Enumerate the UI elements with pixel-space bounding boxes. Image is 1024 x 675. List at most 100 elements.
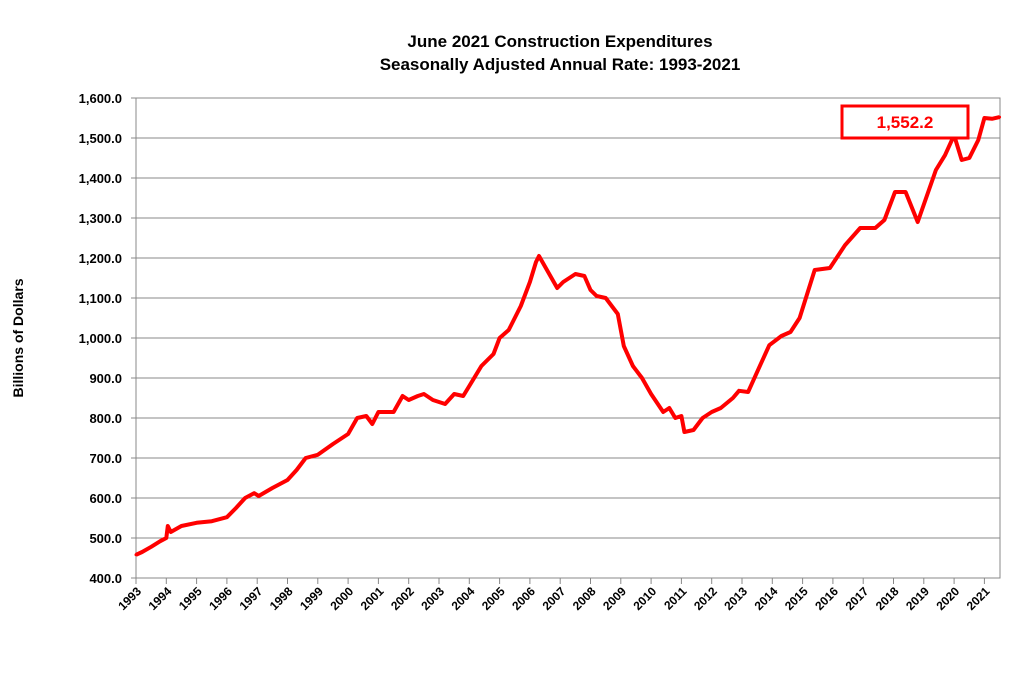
data-point (661, 410, 665, 414)
x-tick-label: 2013 (721, 584, 750, 613)
y-tick-label: 600.0 (89, 491, 122, 506)
data-point (788, 330, 792, 334)
x-tick-label: 1996 (206, 584, 235, 613)
data-point (392, 410, 396, 414)
x-tick-label: 2007 (540, 584, 569, 613)
data-point (210, 519, 214, 523)
data-point (710, 410, 714, 414)
data-point (452, 392, 456, 396)
data-point (582, 274, 586, 278)
x-tick-label: 2010 (630, 584, 659, 613)
data-point (346, 432, 350, 436)
data-point (479, 364, 483, 368)
data-point (243, 496, 247, 500)
data-point (555, 286, 559, 290)
y-tick-label: 400.0 (89, 571, 122, 586)
y-axis-label: Billions of Dollars (10, 278, 26, 397)
data-point (858, 226, 862, 230)
x-tick-label: 2002 (388, 584, 417, 613)
x-tick-label: 1993 (115, 584, 144, 613)
data-point (401, 394, 405, 398)
data-point (498, 336, 502, 340)
data-point (416, 394, 420, 398)
data-point (893, 190, 897, 194)
data-point (798, 316, 802, 320)
x-tick-label: 2000 (327, 584, 356, 613)
data-point (813, 268, 817, 272)
data-point (257, 494, 261, 498)
data-point (316, 453, 320, 457)
data-point (134, 553, 138, 557)
data-point (589, 288, 592, 292)
data-point (534, 260, 538, 264)
data-point (843, 243, 847, 247)
data-point (467, 384, 471, 388)
x-tick-label: 2006 (509, 584, 538, 613)
data-point (304, 456, 308, 460)
data-point (179, 524, 183, 528)
annotation-box (840, 104, 970, 140)
data-point (737, 389, 741, 393)
data-point (364, 414, 368, 418)
data-point (519, 304, 523, 308)
data-point (904, 190, 908, 194)
x-tick-label: 2014 (752, 584, 781, 613)
data-point (679, 414, 683, 418)
data-point (873, 226, 877, 230)
y-tick-label: 1,500.0 (79, 131, 122, 146)
x-tick-label: 2005 (479, 584, 508, 613)
data-point (195, 521, 199, 525)
x-tick-label: 2015 (782, 584, 811, 613)
data-point (158, 539, 162, 543)
x-tick-label: 2019 (903, 584, 932, 613)
x-tick-label: 1998 (267, 584, 296, 613)
data-point (990, 117, 994, 121)
y-tick-label: 1,400.0 (79, 171, 122, 186)
data-point (169, 530, 173, 534)
data-point (376, 410, 380, 414)
x-tick-label: 1997 (237, 584, 266, 613)
data-point (492, 352, 496, 356)
data-point (640, 376, 644, 380)
data-point (682, 430, 686, 434)
x-tick-label: 1994 (146, 584, 175, 613)
y-tick-label: 1,300.0 (79, 211, 122, 226)
data-point (295, 468, 299, 472)
data-point (431, 398, 435, 402)
x-tick-label: 2012 (691, 584, 720, 613)
y-tick-label: 1,600.0 (79, 91, 122, 106)
data-point (622, 344, 626, 348)
data-point (631, 364, 635, 368)
data-point (561, 280, 565, 284)
data-point (998, 115, 1002, 119)
data-point (701, 416, 705, 420)
data-point (286, 478, 289, 482)
data-point (528, 280, 532, 284)
x-tick-label: 2011 (661, 584, 690, 613)
y-tick-label: 900.0 (89, 371, 122, 386)
data-point (719, 406, 723, 410)
x-tick-label: 2018 (873, 584, 902, 613)
data-point (546, 270, 550, 274)
data-point (252, 491, 256, 495)
data-point (370, 422, 374, 426)
plot-area-border (135, 97, 1001, 579)
data-point (331, 442, 335, 446)
x-tick-label: 2021 (964, 584, 993, 613)
annotation-value: 1,552.2 (877, 113, 934, 132)
data-point (437, 400, 441, 404)
x-tick-label: 1999 (297, 584, 326, 613)
y-tick-label: 1,100.0 (79, 291, 122, 306)
data-point (507, 328, 511, 332)
data-point (767, 343, 771, 347)
y-tick-label: 700.0 (89, 451, 122, 466)
y-tick-label: 500.0 (89, 531, 122, 546)
y-tick-label: 1,200.0 (79, 251, 122, 266)
data-point (422, 392, 426, 396)
x-tick-label: 2003 (418, 584, 447, 613)
data-point (746, 390, 750, 394)
data-point (234, 506, 238, 510)
data-point (779, 334, 783, 338)
x-tick-label: 2001 (358, 584, 387, 613)
